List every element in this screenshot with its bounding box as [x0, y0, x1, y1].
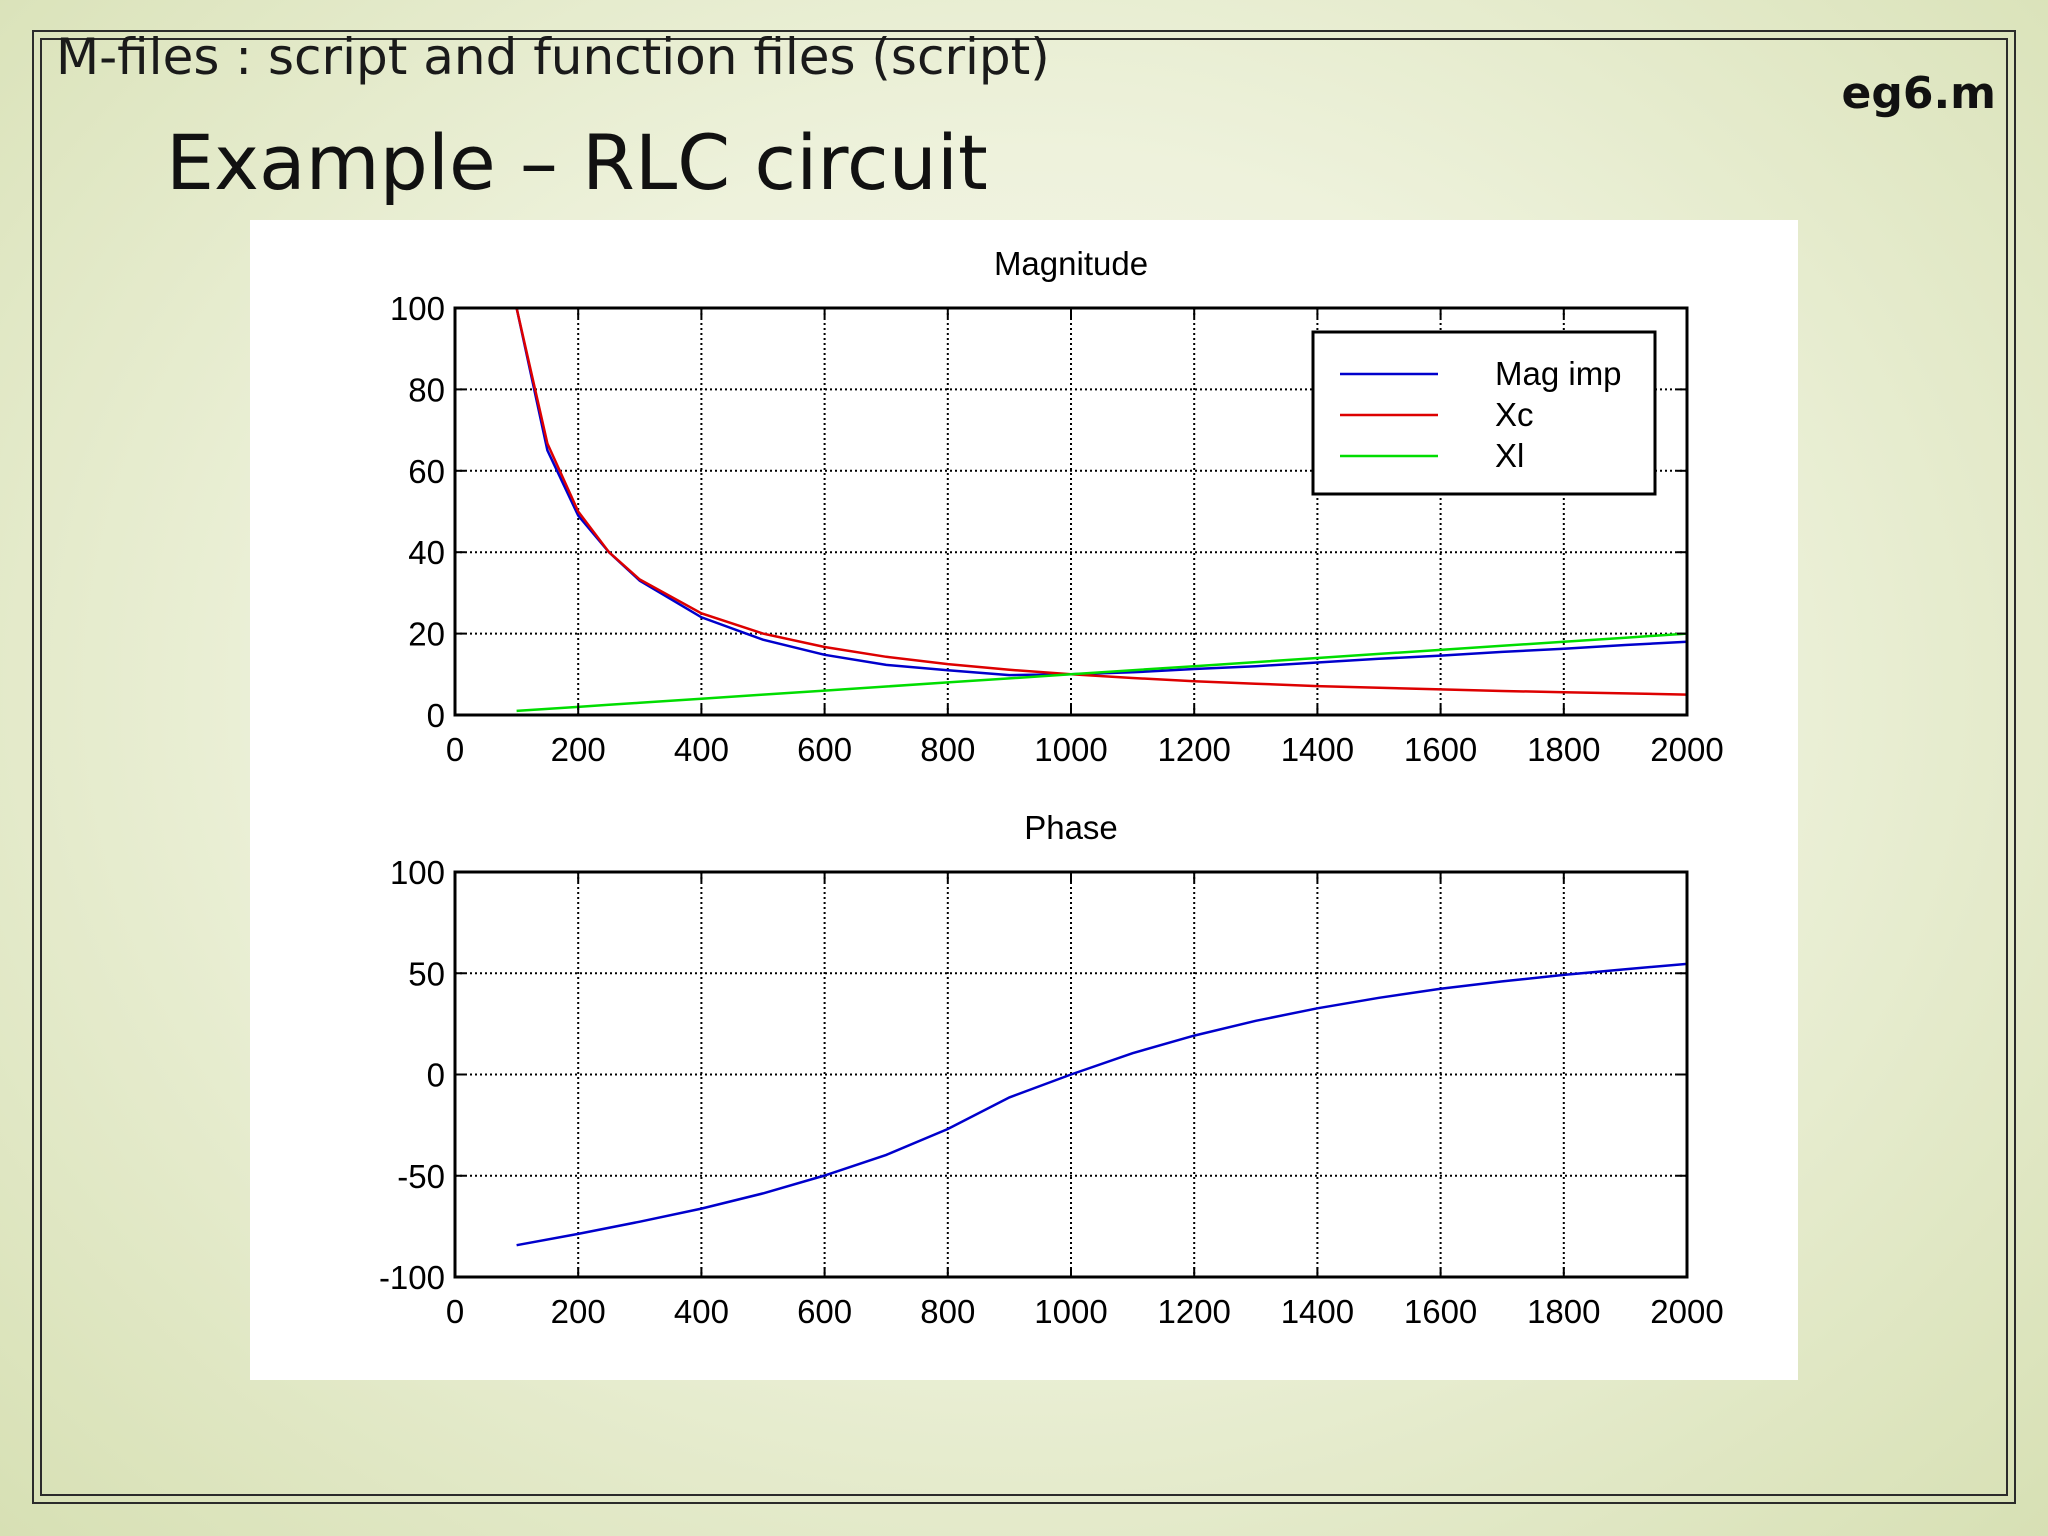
- x-tick-label: 1000: [1034, 731, 1107, 768]
- x-tick-label: 1200: [1157, 731, 1230, 768]
- x-tick-label: 600: [797, 731, 852, 768]
- x-tick-label: 400: [674, 1293, 729, 1330]
- slide-border-outer: [32, 30, 2016, 1504]
- y-tick-label: 0: [427, 697, 445, 734]
- legend-label: Mag imp: [1495, 355, 1622, 392]
- y-tick-label: 20: [408, 616, 445, 653]
- legend: Mag imp Xc Xl: [1311, 330, 1657, 496]
- x-tick-label: 800: [920, 1293, 975, 1330]
- series-line-xl: [516, 632, 1688, 713]
- slide-subtitle: M-files : script and function files (scr…: [56, 28, 1050, 86]
- y-tick-label: 40: [408, 534, 445, 571]
- y-tick-label: 50: [408, 955, 445, 992]
- file-name-label: eg6.m: [1841, 68, 1996, 119]
- x-tick-label: 400: [674, 731, 729, 768]
- slide-title: Example – RLC circuit: [166, 118, 988, 207]
- y-tick-label: 100: [390, 854, 445, 891]
- chart-title: Magnitude: [994, 245, 1148, 282]
- x-tick-label: 800: [920, 731, 975, 768]
- y-tick-label: 0: [427, 1057, 445, 1094]
- x-tick-label: 1400: [1281, 731, 1354, 768]
- x-tick-label: 1400: [1281, 1293, 1354, 1330]
- x-tick-label: 1000: [1034, 1293, 1107, 1330]
- matlab-figure: Magnitude 0 200 400 600 800 1000 1200 1400 1600 18…: [250, 220, 1798, 1380]
- x-tick-label: 1600: [1404, 1293, 1477, 1330]
- y-tick-label: 100: [390, 290, 445, 327]
- series-line-xc: [515, 307, 1688, 696]
- y-tick-label: 80: [408, 371, 445, 408]
- x-tick-label: 1800: [1527, 731, 1600, 768]
- x-tick-label: 1200: [1157, 1293, 1230, 1330]
- series-line-phase: [516, 962, 1688, 1247]
- y-tick-label: -100: [379, 1259, 445, 1296]
- x-tick-label: 200: [551, 1293, 606, 1330]
- x-tick-label: 1800: [1527, 1293, 1600, 1330]
- slide-border-inner: [40, 38, 2008, 1496]
- legend-box: [1311, 330, 1657, 496]
- chart-title: Phase: [1024, 809, 1118, 846]
- x-tick-label: 200: [551, 731, 606, 768]
- x-tick-label: 2000: [1650, 1293, 1723, 1330]
- x-tick-label: 0: [446, 731, 464, 768]
- legend-label: Xl: [1495, 437, 1524, 474]
- y-tick-label: -50: [397, 1158, 445, 1195]
- y-tick-label: 60: [408, 453, 445, 490]
- x-tick-label: 0: [446, 1293, 464, 1330]
- legend-label: Xc: [1495, 396, 1534, 433]
- x-tick-label: 1600: [1404, 731, 1477, 768]
- x-tick-label: 2000: [1650, 731, 1723, 768]
- x-tick-label: 600: [797, 1293, 852, 1330]
